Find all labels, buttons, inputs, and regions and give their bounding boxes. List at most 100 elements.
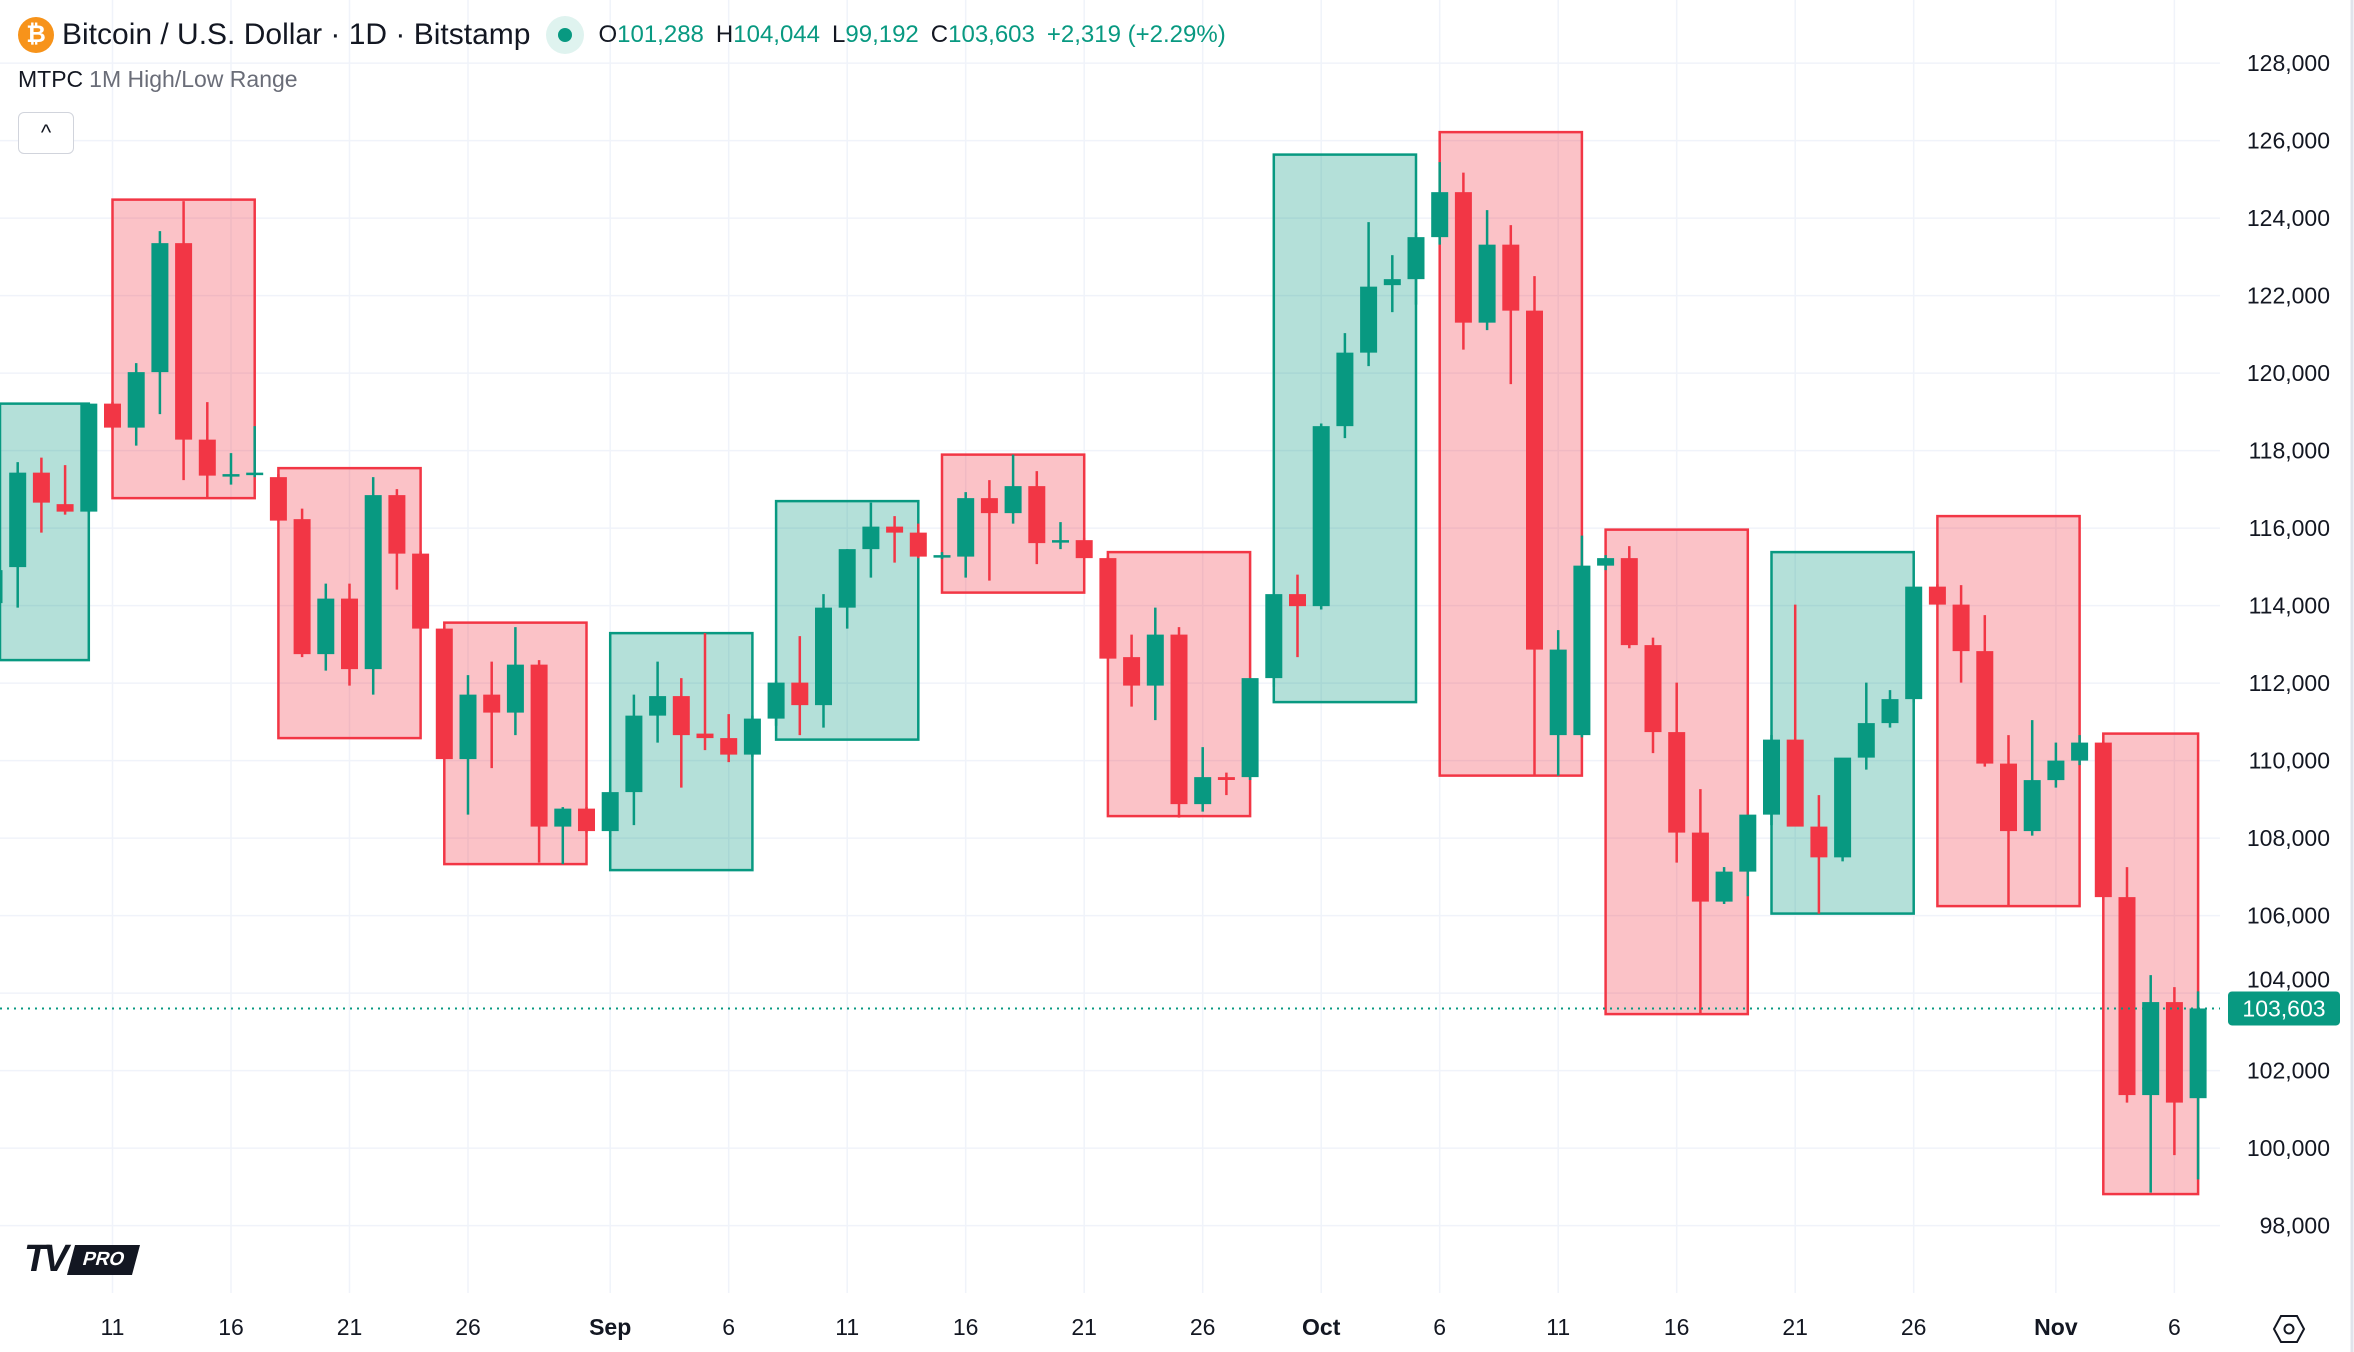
- candle-body[interactable]: [1431, 192, 1449, 238]
- candle-body[interactable]: [56, 504, 74, 512]
- candle-body[interactable]: [1336, 352, 1354, 427]
- indicator-legend[interactable]: MTPC 1M High/Low Range: [18, 66, 298, 93]
- candle-body[interactable]: [2094, 742, 2112, 898]
- tradingview-logo[interactable]: TV PRO: [24, 1238, 140, 1281]
- candle-body[interactable]: [1123, 657, 1141, 686]
- candle-body[interactable]: [2023, 780, 2041, 832]
- candle-body[interactable]: [1265, 594, 1283, 679]
- candle-body[interactable]: [530, 664, 548, 827]
- candle-body[interactable]: [1786, 739, 1804, 827]
- settings-icon[interactable]: [2272, 1312, 2306, 1346]
- candle-body[interactable]: [1857, 723, 1875, 758]
- candle-body[interactable]: [1620, 558, 1638, 646]
- candle-body[interactable]: [1217, 777, 1235, 780]
- candle-body[interactable]: [198, 439, 216, 476]
- candle-body[interactable]: [2000, 763, 2017, 832]
- candle-body[interactable]: [1194, 777, 1212, 805]
- candle-body[interactable]: [1360, 286, 1378, 353]
- candle-body[interactable]: [1928, 586, 1946, 605]
- candle-body[interactable]: [1383, 279, 1401, 286]
- candle-body[interactable]: [80, 403, 98, 512]
- candle-body[interactable]: [957, 498, 975, 557]
- candle-body[interactable]: [317, 598, 335, 655]
- candle-body[interactable]: [293, 519, 311, 655]
- candle-body[interactable]: [0, 570, 3, 604]
- candle-body[interactable]: [506, 664, 524, 713]
- candle-body[interactable]: [269, 477, 287, 521]
- candle-body[interactable]: [2189, 1008, 2207, 1099]
- candle-body[interactable]: [32, 472, 50, 503]
- candle-body[interactable]: [2047, 760, 2065, 781]
- candle-body[interactable]: [1644, 645, 1662, 733]
- candle-body[interactable]: [886, 526, 904, 533]
- candle-body[interactable]: [838, 549, 856, 608]
- candle-body[interactable]: [815, 607, 832, 706]
- candle-body[interactable]: [1099, 558, 1117, 659]
- candle-body[interactable]: [222, 474, 240, 477]
- symbol-title[interactable]: Bitcoin / U.S. Dollar · 1D · Bitstamp: [62, 18, 531, 51]
- candle-body[interactable]: [1763, 739, 1780, 815]
- candle-body[interactable]: [364, 495, 382, 670]
- candle-body[interactable]: [341, 598, 358, 670]
- candle-body[interactable]: [1526, 310, 1543, 650]
- candle-body[interactable]: [1289, 594, 1306, 607]
- collapse-legend-button[interactable]: ^: [18, 112, 74, 154]
- candle-body[interactable]: [2165, 1002, 2183, 1103]
- candle-body[interactable]: [2071, 742, 2089, 761]
- candle-body[interactable]: [743, 718, 761, 755]
- candle-body[interactable]: [459, 694, 477, 760]
- candle-body[interactable]: [1573, 565, 1591, 736]
- candle-body[interactable]: [1478, 244, 1496, 323]
- candle-body[interactable]: [578, 808, 595, 832]
- candle-body[interactable]: [435, 628, 453, 760]
- candle-body[interactable]: [1715, 871, 1733, 902]
- candle-body[interactable]: [1502, 244, 1520, 311]
- candle-body[interactable]: [1052, 540, 1069, 543]
- candle-body[interactable]: [1549, 649, 1567, 736]
- candle-body[interactable]: [1241, 678, 1259, 778]
- candle-body[interactable]: [767, 682, 785, 719]
- candle-body[interactable]: [104, 403, 121, 428]
- candle-body[interactable]: [1170, 634, 1188, 805]
- candle-body[interactable]: [1028, 486, 1046, 544]
- candle-body[interactable]: [1407, 237, 1425, 280]
- candle-body[interactable]: [483, 694, 501, 713]
- candle-body[interactable]: [601, 792, 619, 832]
- candle-body[interactable]: [127, 372, 145, 428]
- candle-body[interactable]: [672, 696, 690, 736]
- candle-body[interactable]: [933, 555, 951, 558]
- candle-body[interactable]: [1834, 757, 1852, 858]
- candle-body[interactable]: [1668, 732, 1686, 833]
- candle-body[interactable]: [412, 553, 430, 629]
- candle-body[interactable]: [2142, 1002, 2160, 1096]
- candle-body[interactable]: [1952, 604, 1970, 652]
- candle-body[interactable]: [862, 526, 880, 550]
- candle-body[interactable]: [1454, 192, 1472, 323]
- candle-body[interactable]: [2118, 897, 2136, 1096]
- candle-body[interactable]: [1905, 586, 1923, 700]
- candle-body[interactable]: [9, 472, 27, 568]
- candle-body[interactable]: [1976, 651, 1994, 764]
- candle-body[interactable]: [554, 808, 572, 827]
- candle-body[interactable]: [1739, 814, 1757, 872]
- candle-body[interactable]: [980, 498, 998, 514]
- candle-body[interactable]: [388, 495, 406, 554]
- candle-body[interactable]: [1881, 699, 1899, 724]
- candle-body[interactable]: [1810, 826, 1828, 858]
- candle-body[interactable]: [720, 738, 738, 755]
- candle-body[interactable]: [1597, 558, 1615, 566]
- candle-body[interactable]: [175, 243, 193, 440]
- candle-body[interactable]: [1691, 832, 1709, 902]
- candle-body[interactable]: [625, 715, 643, 793]
- candle-body[interactable]: [151, 243, 169, 373]
- candle-body[interactable]: [649, 696, 667, 716]
- candle-body[interactable]: [1312, 426, 1330, 607]
- candle-body[interactable]: [791, 682, 809, 706]
- candle-body[interactable]: [1146, 634, 1164, 686]
- candle-body[interactable]: [1075, 540, 1093, 559]
- candle-body[interactable]: [246, 472, 264, 476]
- candle-body[interactable]: [909, 532, 927, 557]
- candle-body[interactable]: [696, 733, 714, 739]
- candle-body[interactable]: [1004, 486, 1022, 514]
